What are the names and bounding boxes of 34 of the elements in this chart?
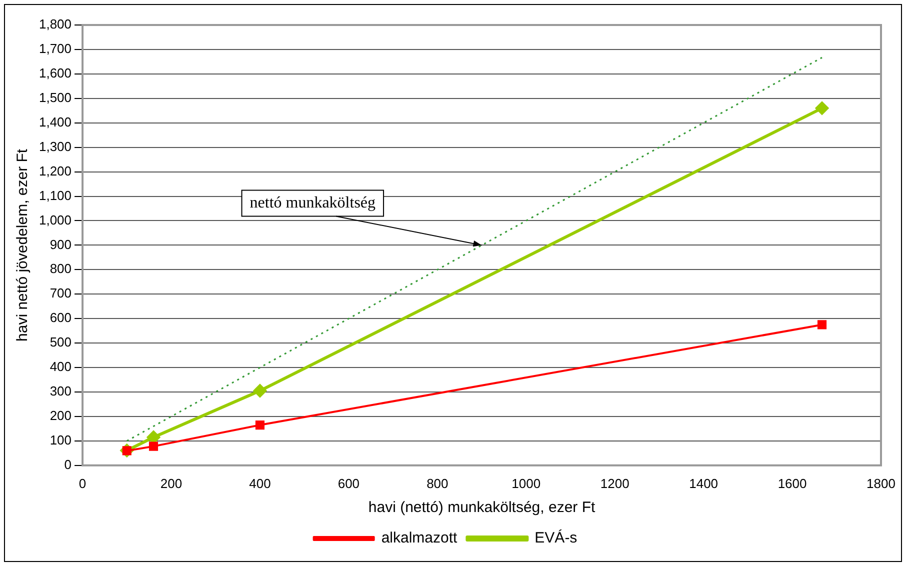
y-axis-title: havi nettó jövedelem, ezer Ft	[14, 148, 32, 342]
y-tick-label: 600	[50, 310, 72, 326]
x-axis-title: havi (nettó) munkaköltség, ezer Ft	[368, 499, 596, 516]
legend-label: alkalmazott	[381, 530, 458, 547]
x-tick-label: 1000	[512, 476, 541, 491]
x-tick-label: 200	[160, 476, 182, 491]
y-tick-label: 1,000	[38, 212, 72, 228]
x-tick-label: 800	[426, 476, 448, 491]
y-tick-label: 1,500	[38, 90, 72, 105]
y-tick-label: 1,800	[38, 16, 72, 32]
y-tick-label: 100	[50, 432, 72, 448]
x-tick-label: 600	[338, 476, 360, 491]
y-tick-label: 1,100	[38, 188, 72, 203]
y-tick-label: 1,200	[38, 163, 72, 178]
y-tick-label: 1,600	[38, 66, 72, 81]
legend-label: EVÁ-s	[534, 528, 578, 547]
annotation: nettó munkaköltség	[250, 194, 376, 212]
y-tick-label: 400	[50, 359, 72, 374]
x-tick-label: 1600	[778, 476, 807, 491]
x-tick-label: 1200	[600, 476, 630, 491]
y-tick-label: 1,700	[38, 41, 72, 56]
y-tick-label: 1,300	[38, 138, 72, 154]
y-tick-label: 700	[50, 286, 72, 301]
y-tick-label: 200	[50, 408, 72, 424]
y-tick-label: 900	[50, 236, 72, 252]
x-tick-label: 0	[78, 476, 86, 491]
x-tick-label: 1400	[689, 476, 718, 491]
y-tick-label: 800	[50, 261, 72, 276]
y-tick-label: 300	[50, 384, 72, 399]
y-tick-label: 0	[64, 456, 72, 472]
x-tick-label: 1800	[866, 476, 896, 491]
y-tick-label: 500	[50, 334, 72, 350]
y-tick-label: 1,400	[38, 114, 72, 130]
x-tick-label: 400	[249, 476, 271, 491]
